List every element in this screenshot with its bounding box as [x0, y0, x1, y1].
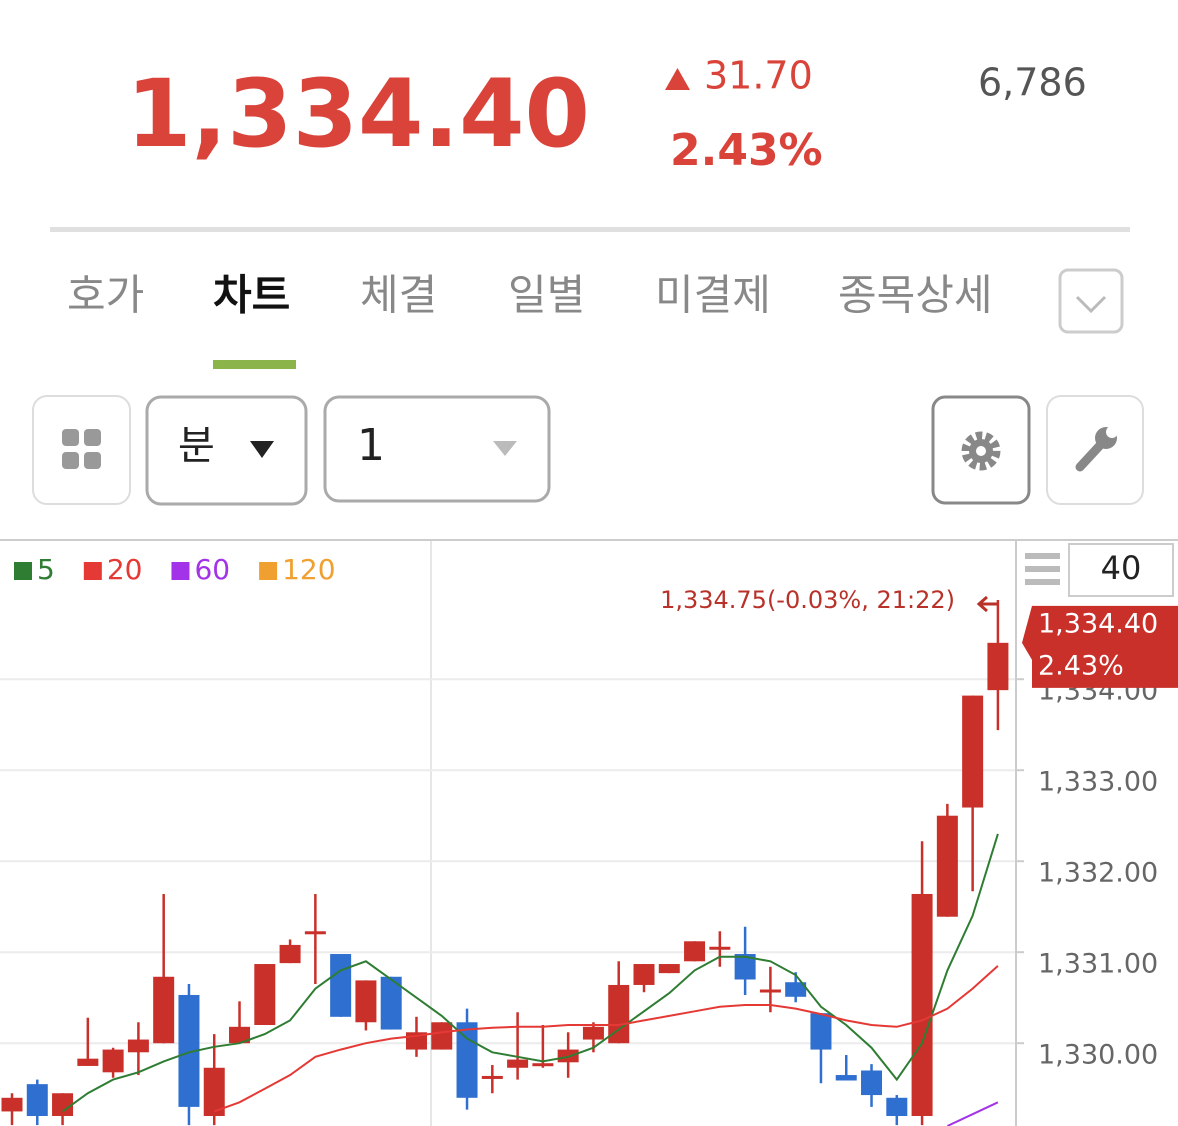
candle-body: [254, 964, 276, 1025]
period-value: 1: [357, 420, 385, 471]
legend-label: 120: [282, 553, 335, 586]
candle-body: [608, 984, 630, 1044]
price-tag: 1,334.40 2.43%: [1022, 605, 1178, 688]
period-unit-select[interactable]: [145, 395, 308, 506]
grid: [0, 678, 1015, 1045]
candle-body: [127, 1039, 149, 1053]
candle-body: [709, 946, 731, 950]
legend-swatch: [83, 562, 102, 580]
candle-body: [481, 1075, 503, 1079]
change-percent: 2.43%: [670, 125, 823, 176]
grid-icon: [62, 429, 101, 469]
candle-body: [759, 989, 781, 993]
wrench-icon: [1075, 426, 1118, 472]
candle-body: [102, 1049, 124, 1073]
count-box[interactable]: [1068, 543, 1174, 597]
legend-label: 20: [107, 553, 143, 586]
legend: 5 20 60 120: [14, 553, 336, 586]
visible-count: 40: [1101, 549, 1142, 587]
candle-body: [734, 954, 756, 980]
active-tab-underline: [213, 360, 296, 369]
gear-icon: [961, 431, 1001, 471]
y-axis: 1,334.001,333.001,332.001,331.001,330.00: [1016, 676, 1158, 1071]
dropdown-arrow: [493, 441, 517, 456]
price-tag-price: 1,334.40: [1038, 608, 1158, 639]
plot-area: [1, 600, 1009, 1126]
candle-body: [987, 642, 1009, 691]
candle-body: [633, 964, 655, 985]
candle-body: [886, 1097, 908, 1116]
candle-body: [911, 893, 933, 1116]
candle-body: [431, 1022, 453, 1050]
candle-body: [835, 1075, 857, 1081]
candle-body: [684, 941, 706, 962]
divider: [50, 227, 1130, 232]
period-value-select[interactable]: [323, 395, 551, 503]
legend-label: 5: [37, 553, 55, 586]
legend-label: 60: [194, 553, 230, 586]
volume: 6,786: [978, 61, 1087, 105]
period-unit: 분: [178, 423, 215, 469]
candle-body: [26, 1084, 48, 1116]
y-tick-label: 1,331.00: [1038, 949, 1158, 980]
candle-body: [1, 1097, 23, 1112]
legend-swatch: [171, 562, 190, 580]
menu-icon[interactable]: [1025, 553, 1060, 585]
tab[interactable]: 미결제: [655, 271, 771, 320]
tab[interactable]: 차트: [213, 271, 290, 320]
tab[interactable]: 호가: [67, 271, 144, 320]
dropdown-arrow: [250, 441, 274, 458]
y-tick-label: 1,333.00: [1038, 767, 1158, 798]
current-price: 1,334.40: [126, 60, 590, 169]
candle-body: [77, 1058, 99, 1066]
candle-body: [178, 994, 200, 1107]
legend-swatch: [14, 562, 32, 580]
tab[interactable]: 체결: [360, 271, 437, 320]
candle-body: [52, 1093, 74, 1116]
candle-body: [532, 1063, 554, 1067]
moving-average-line: [62, 833, 999, 1113]
layout-button[interactable]: [32, 395, 131, 505]
candle-body: [962, 695, 984, 808]
candle-body: [355, 980, 377, 1023]
tab-bar: 호가 차트 체결 일별 미결제 종목상세: [67, 271, 993, 320]
chevron-icon: [1075, 295, 1107, 314]
moving-average-line: [213, 965, 999, 1113]
candle-body: [861, 1070, 883, 1096]
candle-body: [582, 1026, 604, 1040]
candle-body: [229, 1026, 251, 1044]
y-tick-label: 1,330.00: [1038, 1040, 1158, 1071]
price-tag-box: [1022, 605, 1178, 688]
candle-body: [380, 976, 402, 1030]
candle-body: [203, 1067, 225, 1116]
price-tag-change: 2.43%: [1038, 650, 1124, 681]
candle-body: [507, 1059, 529, 1068]
annotation-arrow: [976, 595, 997, 613]
candle-body: [785, 982, 807, 997]
candle-body: [456, 1022, 478, 1098]
tab[interactable]: 일별: [508, 271, 585, 320]
candle-body: [304, 931, 326, 935]
legend-swatch: [259, 562, 278, 580]
y-tick-label: 1,332.00: [1038, 858, 1158, 889]
price-change: 31.70: [704, 54, 813, 98]
moving-average-line: [946, 1101, 999, 1126]
candle-body: [936, 815, 958, 917]
tab[interactable]: 종목상세: [838, 271, 993, 320]
up-arrow-icon: [665, 68, 690, 90]
tab-more-button[interactable]: [1058, 268, 1124, 334]
candle-body: [153, 976, 175, 1044]
candle-body: [658, 964, 680, 974]
candle-body: [810, 1013, 832, 1050]
candle-body: [279, 944, 301, 964]
annotation: 1,334.75(-0.03%, 21:22): [660, 586, 955, 614]
candle-body: [330, 954, 352, 1017]
